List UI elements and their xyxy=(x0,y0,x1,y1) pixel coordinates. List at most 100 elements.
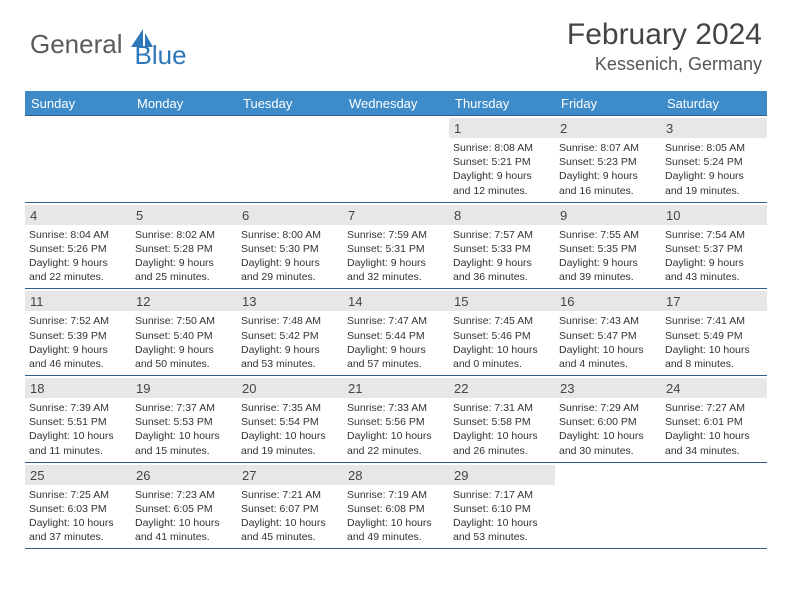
day-number: 14 xyxy=(343,291,449,311)
day-details: Sunrise: 7:45 AMSunset: 5:46 PMDaylight:… xyxy=(453,314,551,371)
day-number: 20 xyxy=(237,378,343,398)
day-details: Sunrise: 7:59 AMSunset: 5:31 PMDaylight:… xyxy=(347,228,445,285)
empty-cell xyxy=(343,116,449,202)
day-details: Sunrise: 7:47 AMSunset: 5:44 PMDaylight:… xyxy=(347,314,445,371)
day-number: 24 xyxy=(661,378,767,398)
day-number: 3 xyxy=(661,118,767,138)
day-details: Sunrise: 7:35 AMSunset: 5:54 PMDaylight:… xyxy=(241,401,339,458)
logo-word1: General xyxy=(30,29,123,60)
day-cell: 28Sunrise: 7:19 AMSunset: 6:08 PMDayligh… xyxy=(343,463,449,549)
day-number: 11 xyxy=(25,291,131,311)
day-cell: 13 Sunrise: 7:48 AMSunset: 5:42 PMDayligh… xyxy=(237,289,343,375)
week-row: 4 Sunrise: 8:04 AMSunset: 5:26 PMDaylight… xyxy=(25,202,767,289)
day-cell: 29Sunrise: 7:17 AMSunset: 6:10 PMDayligh… xyxy=(449,463,555,549)
day-cell: 18Sunrise: 7:39 AMSunset: 5:51 PMDayligh… xyxy=(25,376,131,462)
day-cell: 4 Sunrise: 8:04 AMSunset: 5:26 PMDaylight… xyxy=(25,203,131,289)
day-number: 5 xyxy=(131,205,237,225)
empty-cell xyxy=(131,116,237,202)
empty-cell xyxy=(237,116,343,202)
day-cell: 11Sunrise: 7:52 AMSunset: 5:39 PMDayligh… xyxy=(25,289,131,375)
day-number: 21 xyxy=(343,378,449,398)
day-details: Sunrise: 7:29 AMSunset: 6:00 PMDaylight:… xyxy=(559,401,657,458)
week-row: 1 Sunrise: 8:08 AMSunset: 5:21 PMDaylight… xyxy=(25,115,767,202)
day-details: Sunrise: 8:08 AMSunset: 5:21 PMDaylight:… xyxy=(453,141,551,198)
day-number: 19 xyxy=(131,378,237,398)
day-number: 2 xyxy=(555,118,661,138)
logo-word2: Blue xyxy=(135,40,187,71)
day-cell: 6 Sunrise: 8:00 AMSunset: 5:30 PMDaylight… xyxy=(237,203,343,289)
day-number: 9 xyxy=(555,205,661,225)
day-details: Sunrise: 7:57 AMSunset: 5:33 PMDaylight:… xyxy=(453,228,551,285)
day-number: 25 xyxy=(25,465,131,485)
day-number: 23 xyxy=(555,378,661,398)
day-details: Sunrise: 7:41 AMSunset: 5:49 PMDaylight:… xyxy=(665,314,763,371)
day-number: 1 xyxy=(449,118,555,138)
day-cell: 15 Sunrise: 7:45 AMSunset: 5:46 PMDayligh… xyxy=(449,289,555,375)
day-details: Sunrise: 7:31 AMSunset: 5:58 PMDaylight:… xyxy=(453,401,551,458)
empty-cell xyxy=(555,463,661,549)
calendar-header-row: SundayMondayTuesdayWednesdayThursdayFrid… xyxy=(25,91,767,115)
day-details: Sunrise: 8:04 AMSunset: 5:26 PMDaylight:… xyxy=(29,228,127,285)
day-details: Sunrise: 7:43 AMSunset: 5:47 PMDaylight:… xyxy=(559,314,657,371)
day-details: Sunrise: 7:21 AMSunset: 6:07 PMDaylight:… xyxy=(241,488,339,545)
week-row: 18Sunrise: 7:39 AMSunset: 5:51 PMDayligh… xyxy=(25,375,767,462)
day-number: 16 xyxy=(555,291,661,311)
day-details: Sunrise: 7:48 AMSunset: 5:42 PMDaylight:… xyxy=(241,314,339,371)
day-number: 22 xyxy=(449,378,555,398)
day-cell: 10 Sunrise: 7:54 AMSunset: 5:37 PMDayligh… xyxy=(661,203,767,289)
day-cell: 1 Sunrise: 8:08 AMSunset: 5:21 PMDaylight… xyxy=(449,116,555,202)
day-cell: 5 Sunrise: 8:02 AMSunset: 5:28 PMDaylight… xyxy=(131,203,237,289)
day-details: Sunrise: 8:05 AMSunset: 5:24 PMDaylight:… xyxy=(665,141,763,198)
day-details: Sunrise: 7:27 AMSunset: 6:01 PMDaylight:… xyxy=(665,401,763,458)
day-number: 8 xyxy=(449,205,555,225)
dayname-cell: Monday xyxy=(131,91,237,115)
logo: General Blue xyxy=(30,18,187,71)
week-row: 11Sunrise: 7:52 AMSunset: 5:39 PMDayligh… xyxy=(25,288,767,375)
day-details: Sunrise: 8:02 AMSunset: 5:28 PMDaylight:… xyxy=(135,228,233,285)
day-number: 28 xyxy=(343,465,449,485)
header: General Blue February 2024 Kessenich, Ge… xyxy=(0,0,792,83)
dayname-cell: Saturday xyxy=(661,91,767,115)
calendar: SundayMondayTuesdayWednesdayThursdayFrid… xyxy=(25,91,767,549)
day-number: 18 xyxy=(25,378,131,398)
day-number: 6 xyxy=(237,205,343,225)
dayname-cell: Thursday xyxy=(449,91,555,115)
day-details: Sunrise: 8:00 AMSunset: 5:30 PMDaylight:… xyxy=(241,228,339,285)
day-cell: 22 Sunrise: 7:31 AMSunset: 5:58 PMDayligh… xyxy=(449,376,555,462)
day-number: 10 xyxy=(661,205,767,225)
day-cell: 27 Sunrise: 7:21 AMSunset: 6:07 PMDayligh… xyxy=(237,463,343,549)
dayname-cell: Friday xyxy=(555,91,661,115)
day-number: 15 xyxy=(449,291,555,311)
day-cell: 26Sunrise: 7:23 AMSunset: 6:05 PMDayligh… xyxy=(131,463,237,549)
day-details: Sunrise: 7:54 AMSunset: 5:37 PMDaylight:… xyxy=(665,228,763,285)
day-details: Sunrise: 8:07 AMSunset: 5:23 PMDaylight:… xyxy=(559,141,657,198)
location: Kessenich, Germany xyxy=(567,54,762,75)
day-number: 12 xyxy=(131,291,237,311)
day-details: Sunrise: 7:55 AMSunset: 5:35 PMDaylight:… xyxy=(559,228,657,285)
day-number: 13 xyxy=(237,291,343,311)
month-title: February 2024 xyxy=(567,18,762,52)
day-cell: 16 Sunrise: 7:43 AMSunset: 5:47 PMDayligh… xyxy=(555,289,661,375)
day-details: Sunrise: 7:17 AMSunset: 6:10 PMDaylight:… xyxy=(453,488,551,545)
day-number: 17 xyxy=(661,291,767,311)
day-details: Sunrise: 7:50 AMSunset: 5:40 PMDaylight:… xyxy=(135,314,233,371)
dayname-cell: Wednesday xyxy=(343,91,449,115)
dayname-cell: Sunday xyxy=(25,91,131,115)
day-cell: 3 Sunrise: 8:05 AMSunset: 5:24 PMDaylight… xyxy=(661,116,767,202)
week-row: 25 Sunrise: 7:25 AMSunset: 6:03 PMDayligh… xyxy=(25,462,767,550)
day-number: 27 xyxy=(237,465,343,485)
dayname-cell: Tuesday xyxy=(237,91,343,115)
day-number: 7 xyxy=(343,205,449,225)
day-cell: 8 Sunrise: 7:57 AMSunset: 5:33 PMDaylight… xyxy=(449,203,555,289)
day-cell: 19Sunrise: 7:37 AMSunset: 5:53 PMDayligh… xyxy=(131,376,237,462)
day-details: Sunrise: 7:25 AMSunset: 6:03 PMDaylight:… xyxy=(29,488,127,545)
day-cell: 20 Sunrise: 7:35 AMSunset: 5:54 PMDayligh… xyxy=(237,376,343,462)
day-cell: 21 Sunrise: 7:33 AMSunset: 5:56 PMDayligh… xyxy=(343,376,449,462)
day-cell: 12 Sunrise: 7:50 AMSunset: 5:40 PMDayligh… xyxy=(131,289,237,375)
day-cell: 2 Sunrise: 8:07 AMSunset: 5:23 PMDaylight… xyxy=(555,116,661,202)
day-number: 4 xyxy=(25,205,131,225)
day-cell: 23 Sunrise: 7:29 AMSunset: 6:00 PMDayligh… xyxy=(555,376,661,462)
day-cell: 7 Sunrise: 7:59 AMSunset: 5:31 PMDaylight… xyxy=(343,203,449,289)
day-details: Sunrise: 7:23 AMSunset: 6:05 PMDaylight:… xyxy=(135,488,233,545)
day-details: Sunrise: 7:33 AMSunset: 5:56 PMDaylight:… xyxy=(347,401,445,458)
